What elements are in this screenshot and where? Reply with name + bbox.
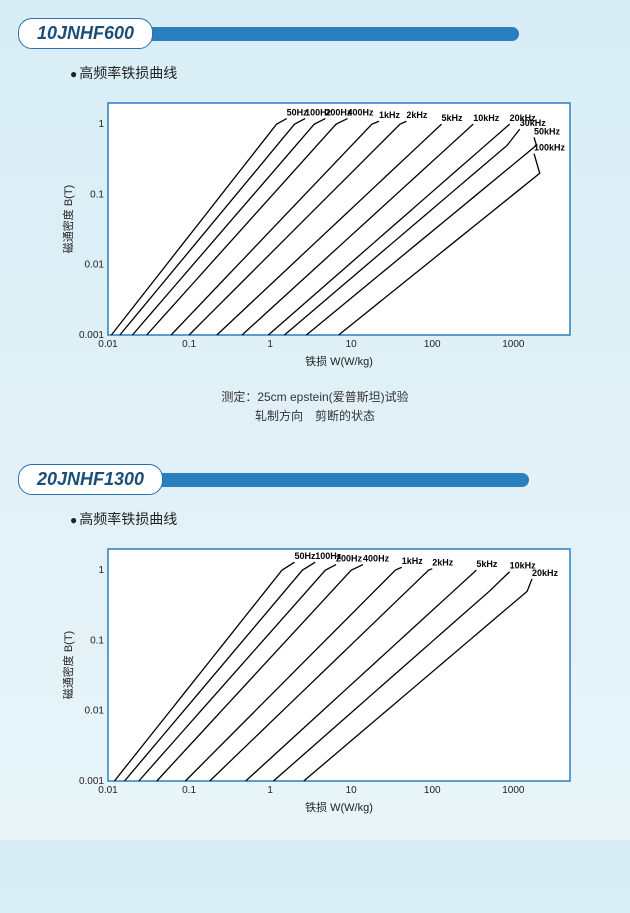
svg-text:1: 1 <box>267 339 273 350</box>
svg-text:铁损 W(W/kg): 铁损 W(W/kg) <box>305 354 373 368</box>
svg-text:1000: 1000 <box>502 785 525 796</box>
loglog-chart-1: 50Hz100Hz200Hz400Hz1kHz2kHz5kHz10kHz20kH… <box>60 89 580 369</box>
chart-container-1: 50Hz100Hz200Hz400Hz1kHz2kHz5kHz10kHz20kH… <box>60 89 630 374</box>
svg-text:0.001: 0.001 <box>79 330 104 341</box>
svg-text:50kHz: 50kHz <box>534 126 561 136</box>
title-tail <box>149 473 529 487</box>
title-pill: 20JNHF1300 <box>18 464 630 495</box>
svg-text:400Hz: 400Hz <box>347 108 374 118</box>
svg-text:0.01: 0.01 <box>85 260 105 271</box>
svg-text:0.01: 0.01 <box>85 706 105 717</box>
svg-text:100kHz: 100kHz <box>534 143 566 153</box>
chart-caption: 测定：25cm epstein(爱普斯坦)试验 轧制方向 剪断的状态 <box>0 388 630 426</box>
chart-subtitle: ●高频率铁损曲线 <box>70 509 630 529</box>
loglog-chart-2: 50Hz100Hz200Hz400Hz1kHz2kHz5kHz10kHz20kH… <box>60 535 580 815</box>
chart-container-2: 50Hz100Hz200Hz400Hz1kHz2kHz5kHz10kHz20kH… <box>60 535 630 820</box>
svg-text:2kHz: 2kHz <box>432 558 454 568</box>
svg-text:1: 1 <box>98 119 104 130</box>
title-pill: 10JNHF600 <box>18 18 630 49</box>
svg-text:400Hz: 400Hz <box>363 554 390 564</box>
svg-text:磁通密度 B(T): 磁通密度 B(T) <box>61 185 75 253</box>
svg-text:0.1: 0.1 <box>182 785 196 796</box>
svg-text:50Hz: 50Hz <box>295 552 317 562</box>
svg-text:0.1: 0.1 <box>182 339 196 350</box>
bullet-icon: ● <box>70 67 77 81</box>
svg-text:100: 100 <box>424 339 441 350</box>
svg-text:5kHz: 5kHz <box>476 560 498 570</box>
svg-text:2kHz: 2kHz <box>406 110 428 120</box>
svg-text:10kHz: 10kHz <box>473 113 500 123</box>
svg-text:100: 100 <box>424 785 441 796</box>
section-20jnhf1300: 20JNHF1300 ●高频率铁损曲线 50Hz100Hz200Hz400Hz1… <box>0 446 630 840</box>
svg-text:0.001: 0.001 <box>79 776 104 787</box>
section-title: 10JNHF600 <box>18 18 153 49</box>
chart-subtitle: ●高频率铁损曲线 <box>70 63 630 83</box>
svg-text:0.1: 0.1 <box>90 636 104 647</box>
svg-text:1kHz: 1kHz <box>402 557 424 567</box>
bullet-icon: ● <box>70 513 77 527</box>
svg-text:铁损 W(W/kg): 铁损 W(W/kg) <box>305 800 373 814</box>
title-tail <box>139 27 519 41</box>
section-title: 20JNHF1300 <box>18 464 163 495</box>
svg-text:1000: 1000 <box>502 339 525 350</box>
svg-text:0.1: 0.1 <box>90 189 104 200</box>
svg-text:20kHz: 20kHz <box>532 568 559 578</box>
svg-text:10: 10 <box>346 785 358 796</box>
svg-text:5kHz: 5kHz <box>442 113 464 123</box>
section-10jnhf600: 10JNHF600 ●高频率铁损曲线 50Hz100Hz200Hz400Hz1k… <box>0 0 630 446</box>
svg-text:1: 1 <box>267 785 273 796</box>
svg-text:1: 1 <box>98 566 104 577</box>
svg-text:10: 10 <box>346 339 358 350</box>
svg-text:1kHz: 1kHz <box>379 110 401 120</box>
svg-text:200Hz: 200Hz <box>336 554 363 564</box>
svg-text:磁通密度 B(T): 磁通密度 B(T) <box>61 631 75 699</box>
